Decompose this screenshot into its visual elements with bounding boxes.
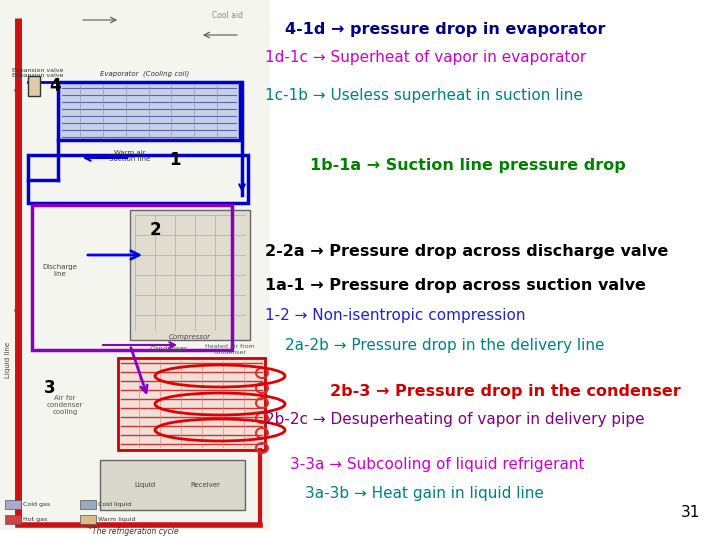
Text: Liquid line: Liquid line: [5, 342, 11, 378]
Bar: [80, 500, 96, 509]
Text: Expansion valve: Expansion valve: [12, 73, 63, 78]
Text: Liquid: Liquid: [135, 482, 156, 488]
Text: 4: 4: [49, 77, 60, 95]
Text: The refrigeration cycle: The refrigeration cycle: [91, 527, 179, 536]
Bar: [80, 515, 96, 524]
Bar: [32, 205, 232, 350]
Text: Warm air: Warm air: [114, 150, 145, 156]
Bar: [58, 82, 240, 140]
Text: Receiver: Receiver: [190, 482, 220, 488]
Text: Expansion valve: Expansion valve: [12, 68, 63, 73]
Text: Cold liquid: Cold liquid: [98, 502, 131, 507]
Text: Hot gas: Hot gas: [23, 517, 48, 522]
Text: 31: 31: [680, 505, 700, 520]
Text: 1d-1c → Superheat of vapor in evaporator: 1d-1c → Superheat of vapor in evaporator: [265, 50, 586, 65]
Text: 4-1d → pressure drop in evaporator: 4-1d → pressure drop in evaporator: [285, 22, 606, 37]
Text: 2a-2b → Pressure drop in the delivery line: 2a-2b → Pressure drop in the delivery li…: [285, 338, 605, 353]
Text: 1: 1: [169, 151, 181, 169]
Bar: [100, 460, 245, 510]
Text: 2-2a → Pressure drop across discharge valve: 2-2a → Pressure drop across discharge va…: [265, 244, 668, 259]
Bar: [0, 0, 270, 530]
Text: Cold gas: Cold gas: [23, 502, 50, 507]
Text: 3: 3: [44, 379, 56, 397]
Text: 1a-1 → Pressure drop across suction valve: 1a-1 → Pressure drop across suction valv…: [265, 278, 646, 293]
Text: Condenser: Condenser: [150, 346, 188, 352]
Text: Discharge
line: Discharge line: [42, 264, 78, 276]
Text: Heated air from
condenser: Heated air from condenser: [205, 344, 255, 355]
Text: Compressor: Compressor: [169, 334, 211, 340]
Text: Air for
condenser
cooling: Air for condenser cooling: [47, 395, 84, 415]
Text: 3-3a → Subcooling of liquid refrigerant: 3-3a → Subcooling of liquid refrigerant: [290, 457, 585, 472]
Text: Evaporator  (Cooling coil): Evaporator (Cooling coil): [100, 70, 189, 77]
Text: Warm liquid: Warm liquid: [98, 517, 135, 522]
Text: 2b-3 → Pressure drop in the condenser: 2b-3 → Pressure drop in the condenser: [330, 384, 680, 399]
Bar: [118, 358, 265, 450]
Text: 2b-2c → Desuperheating of vapor in delivery pipe: 2b-2c → Desuperheating of vapor in deliv…: [265, 412, 644, 427]
Text: 3a-3b → Heat gain in liquid line: 3a-3b → Heat gain in liquid line: [305, 486, 544, 501]
Text: 1b-1a → Suction line pressure drop: 1b-1a → Suction line pressure drop: [310, 158, 626, 173]
Bar: [28, 76, 40, 96]
Text: 1-2 → Non-isentropic compression: 1-2 → Non-isentropic compression: [265, 308, 526, 323]
Bar: [28, 155, 248, 203]
Text: Suction line: Suction line: [109, 156, 150, 162]
Bar: [130, 210, 250, 340]
Text: 1c-1b → Useless superheat in suction line: 1c-1b → Useless superheat in suction lin…: [265, 88, 583, 103]
Text: Cool aid: Cool aid: [212, 11, 243, 20]
Bar: [5, 515, 21, 524]
Text: 2: 2: [149, 221, 161, 239]
Bar: [5, 500, 21, 509]
